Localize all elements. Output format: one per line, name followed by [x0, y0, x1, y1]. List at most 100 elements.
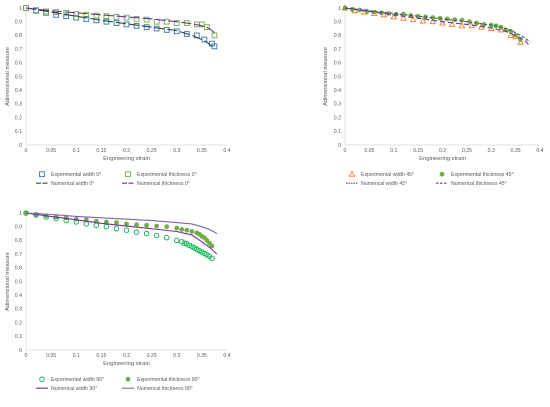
y-tick-label: 0.8	[15, 33, 22, 39]
data-point	[143, 16, 150, 23]
data-point	[113, 226, 120, 232]
y-tick-label: 0.1	[15, 129, 22, 135]
data-point	[401, 11, 406, 17]
data-point	[174, 225, 180, 231]
x-tick-label: 0.25	[147, 148, 157, 154]
data-point	[517, 38, 524, 45]
y-tick-label: 0.5	[334, 74, 341, 80]
data-point	[173, 20, 180, 26]
data-point	[123, 21, 130, 28]
series-3	[25, 212, 218, 235]
legend-entry: Numerical width 90°	[36, 386, 97, 392]
data-point	[448, 20, 456, 27]
y-tick-label: 0.3	[15, 102, 22, 108]
y-tick-label: 1	[19, 211, 22, 217]
y-tick-label: 0	[19, 348, 22, 354]
data-point	[429, 17, 437, 25]
legend-marker	[125, 171, 131, 178]
legend-entry: Experimental width 45°	[348, 170, 414, 178]
data-point	[133, 229, 140, 235]
x-tick-label: 0.15	[413, 148, 423, 154]
x-tick-label: 0	[25, 353, 28, 359]
x-tick-label: 0.1	[73, 148, 80, 154]
y-tick-label: 0.3	[334, 102, 341, 108]
data-point	[33, 7, 39, 13]
y-tick-label: 0.3	[15, 307, 22, 313]
x-tick-label: 0.15	[96, 353, 106, 359]
data-point	[481, 22, 487, 27]
y-axis-title: Adimensional measure	[323, 47, 329, 106]
data-point	[83, 11, 90, 18]
data-point	[73, 11, 80, 18]
legend-marker	[125, 376, 131, 382]
data-point	[104, 219, 109, 225]
y-tick-label: 0.2	[15, 320, 22, 326]
data-point	[63, 9, 70, 16]
x-tick-label: 0.05	[46, 148, 56, 154]
legend-label: Numerical width 45°	[361, 181, 407, 187]
legend-label: Numerical width 90°	[51, 386, 97, 392]
x-tick-label: 0.25	[147, 353, 157, 359]
data-point	[513, 33, 519, 38]
chart-45deg: 0 0.05 0.1 0.15 0.2 0.25 0.3 0.35 0.4 0 0.1 0.2 0.3 0…	[323, 4, 544, 187]
legend-marker	[39, 171, 45, 178]
x-tick-label: 0.35	[197, 353, 207, 359]
y-tick-label: 0.5	[15, 279, 22, 285]
legend-label: Experimental thickness 0°	[137, 172, 197, 178]
series-line	[25, 212, 218, 235]
x-tick-label: 0.3	[488, 148, 495, 154]
x-tick-label: 0.2	[439, 148, 446, 154]
x-tick-label: 0.35	[197, 148, 207, 154]
y-tick-label: 0.4	[15, 293, 22, 299]
series-3	[344, 7, 531, 47]
legend-entry: Experimental width 90°	[39, 376, 104, 383]
y-tick-label: 0.1	[15, 334, 22, 340]
x-tick-label: 0.05	[46, 353, 56, 359]
series-line	[344, 7, 531, 43]
y-tick-label: 0.8	[15, 238, 22, 244]
x-tick-label: 0.2	[123, 353, 130, 359]
x-tick-label: 0.4	[536, 148, 543, 154]
y-tick-label: 0.4	[334, 88, 341, 94]
data-point	[123, 227, 130, 233]
y-tick-label: 0.7	[15, 252, 22, 258]
legend-label: Numerical thickness 0°	[137, 181, 190, 187]
legend-entry: Numerical thickness 90°	[122, 386, 193, 392]
legend-marker	[439, 171, 445, 177]
data-point	[211, 43, 218, 50]
data-point	[439, 19, 446, 26]
data-point	[163, 234, 170, 241]
y-tick-label: 0.7	[334, 47, 341, 53]
data-point	[357, 7, 363, 13]
data-point	[133, 16, 140, 22]
x-tick-label: 0.05	[364, 148, 374, 154]
data-point	[209, 255, 215, 261]
data-point	[93, 222, 100, 229]
series-line	[25, 7, 215, 34]
data-point	[179, 227, 185, 232]
x-tick-label: 0.35	[511, 148, 521, 154]
y-tick-label: 0.1	[334, 129, 341, 135]
y-tick-label: 0.6	[15, 266, 22, 272]
legend-label: Numerical thickness 45°	[451, 181, 507, 187]
legend-entry: Experimental thickness 0°	[125, 171, 197, 178]
y-tick-label: 0.2	[15, 115, 22, 121]
y-axis-title: Adimensional measure	[5, 47, 11, 106]
data-point	[507, 31, 515, 38]
data-point	[123, 14, 130, 21]
series-2	[344, 7, 531, 43]
legend-marker	[39, 376, 45, 382]
legend-entry: Numerical thickness 0°	[122, 181, 190, 187]
series-line	[25, 7, 213, 47]
x-axis-title: Engineering strain	[103, 361, 150, 367]
data-point	[390, 13, 398, 20]
data-point	[173, 237, 180, 244]
chart-0deg: 0 0.05 0.1 0.15 0.2 0.25 0.3 0.35 0.4 0 0.1 0.2 0.3 0…	[5, 5, 231, 187]
data-point	[184, 227, 190, 233]
x-tick-label: 0	[344, 148, 347, 154]
data-point	[113, 14, 120, 20]
data-point	[124, 221, 129, 227]
series-line	[25, 212, 218, 255]
legend-entry: Experimental thickness 45°	[439, 171, 514, 178]
x-tick-label: 0.1	[390, 148, 397, 154]
